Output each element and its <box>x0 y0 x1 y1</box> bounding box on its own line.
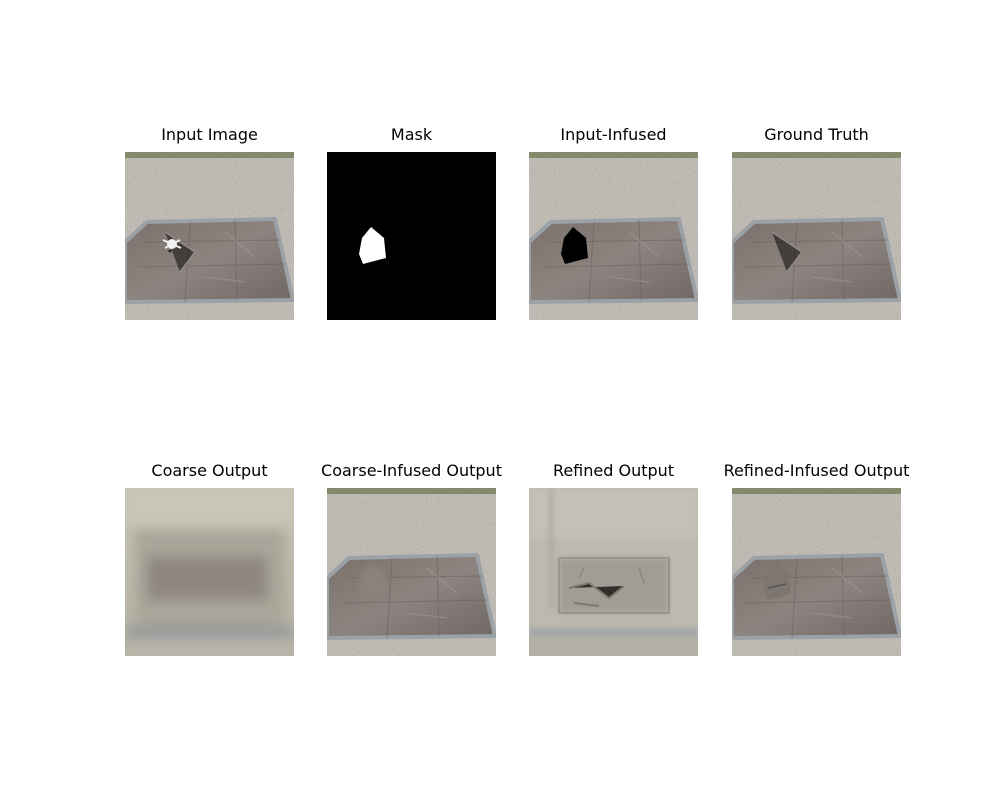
coarse-infused-image <box>327 488 496 656</box>
refined-infused-image <box>732 488 901 656</box>
panel-title: Input-Infused <box>560 125 667 144</box>
panel-title: Mask <box>390 125 433 144</box>
panel-title: Coarse Output <box>151 461 268 480</box>
panel-title: Ground Truth <box>764 125 869 144</box>
panel-title: Input Image <box>161 125 258 144</box>
panel-title: Refined Output <box>552 461 675 480</box>
coarse-output-image <box>125 488 294 656</box>
mask-image <box>327 152 496 320</box>
input-image <box>125 152 294 320</box>
panel-title: Coarse-Infused Output <box>321 461 502 480</box>
refined-output-image <box>529 488 698 656</box>
input-infused-image <box>529 152 698 320</box>
panel-title: Refined-Infused Output <box>723 461 910 480</box>
ground-truth-image <box>732 152 901 320</box>
